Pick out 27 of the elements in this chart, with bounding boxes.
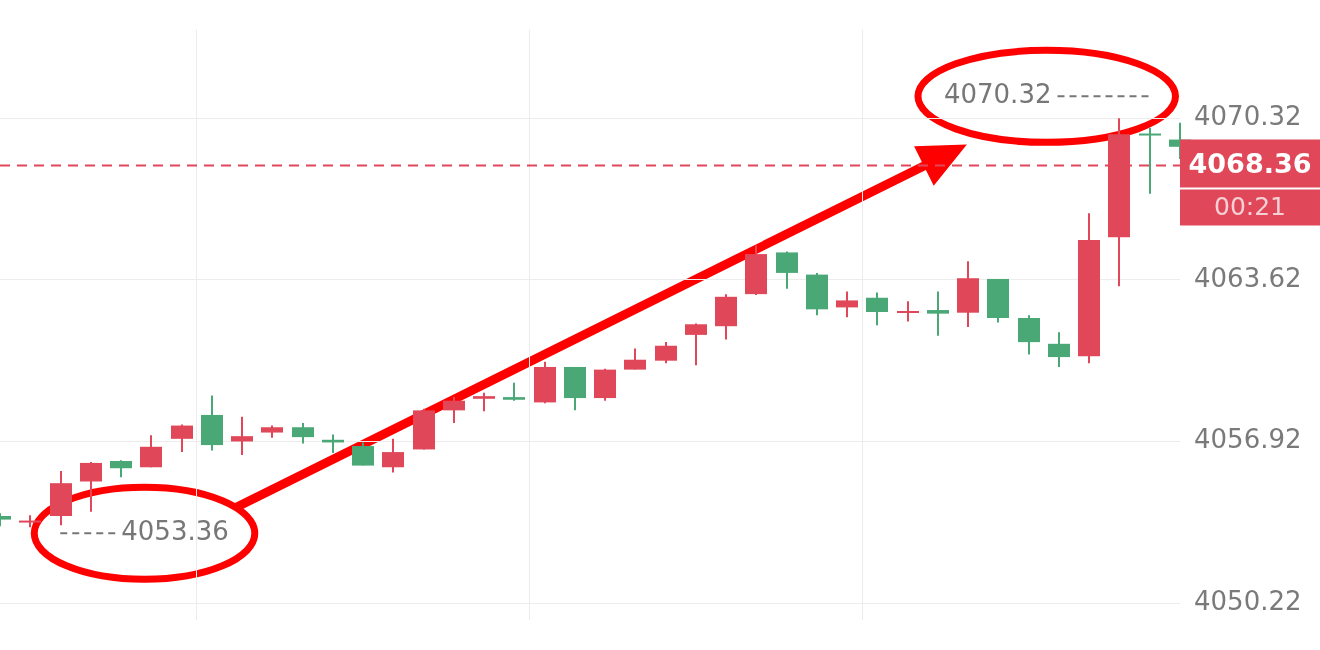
annotation: 4053.36: [121, 516, 229, 547]
candlestick: [927, 290, 949, 337]
y-tick-label: 4063.62: [1194, 262, 1302, 293]
candlestick: [443, 396, 465, 424]
candlestick: [473, 391, 495, 413]
y-tick-label: 4056.92: [1194, 424, 1302, 455]
candlestick: [866, 291, 888, 327]
candlestick: [352, 441, 374, 467]
annotation: 4070.32: [943, 79, 1052, 110]
candlestick: [292, 421, 314, 445]
candlestick: [685, 322, 707, 367]
candlestick: [382, 437, 404, 474]
candlestick: [624, 347, 646, 371]
candlestick: [776, 250, 798, 290]
candlestick: [140, 434, 162, 469]
candlestick: [655, 341, 677, 365]
candlestick: [231, 415, 253, 456]
candlestick: [836, 290, 858, 319]
candlestick: [1048, 331, 1070, 368]
ref-line-label: 4068.36: [1188, 147, 1312, 179]
candlestick: [171, 423, 193, 454]
y-tick-label: 4050.22: [1194, 585, 1302, 616]
candlestick: [80, 460, 102, 513]
candlestick: [1139, 126, 1161, 195]
text: 00:21: [1213, 192, 1287, 222]
y-tick-label: 4070.32: [1194, 101, 1302, 132]
candlestick: [897, 300, 919, 323]
